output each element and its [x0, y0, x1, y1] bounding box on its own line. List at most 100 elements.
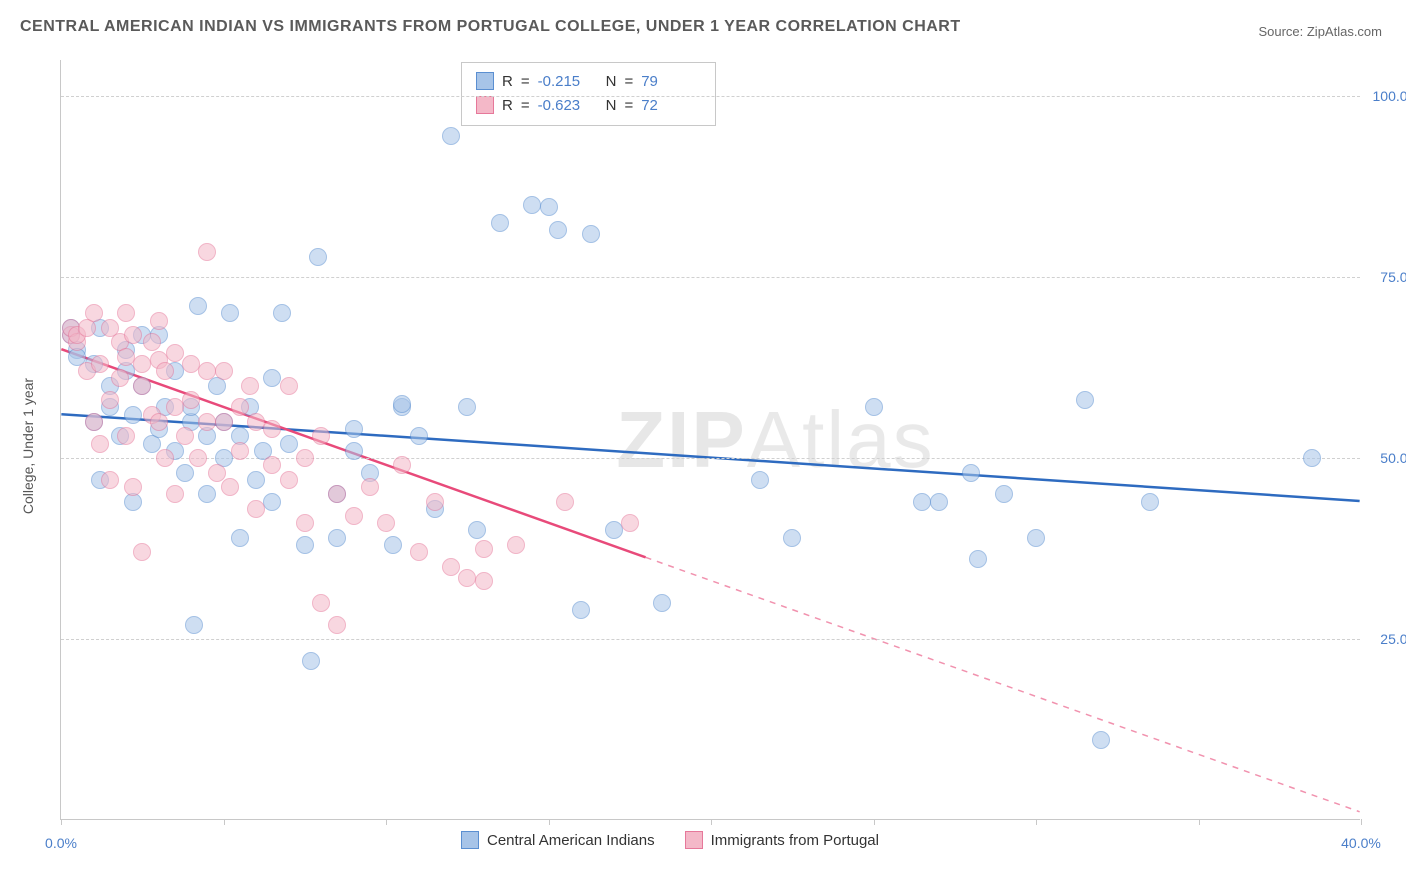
scatter-point [101, 391, 119, 409]
x-tick [386, 819, 387, 825]
scatter-point [582, 225, 600, 243]
scatter-point [150, 413, 168, 431]
scatter-point [124, 326, 142, 344]
scatter-point [182, 391, 200, 409]
eq-sign: = [624, 73, 633, 90]
scatter-point [263, 493, 281, 511]
gridline-h [61, 277, 1360, 278]
scatter-point [189, 449, 207, 467]
y-tick-label: 50.0% [1365, 450, 1406, 466]
eq-sign: = [624, 97, 633, 114]
x-tick-label: 0.0% [45, 835, 77, 851]
scatter-point [273, 304, 291, 322]
x-tick [874, 819, 875, 825]
bottom-legend: Central American Indians Immigrants from … [461, 831, 879, 849]
scatter-point [296, 449, 314, 467]
scatter-point [150, 312, 168, 330]
scatter-point [621, 514, 639, 532]
scatter-point [309, 248, 327, 266]
scatter-point [468, 521, 486, 539]
watermark-bold: ZIP [616, 395, 746, 484]
scatter-point [995, 485, 1013, 503]
scatter-point [507, 536, 525, 554]
watermark-thin: Atlas [747, 395, 935, 484]
scatter-point [426, 493, 444, 511]
x-tick [711, 819, 712, 825]
scatter-point [215, 362, 233, 380]
scatter-point [491, 214, 509, 232]
x-tick [224, 819, 225, 825]
scatter-point [523, 196, 541, 214]
scatter-point [475, 572, 493, 590]
scatter-point [215, 413, 233, 431]
scatter-point [280, 377, 298, 395]
eq-sign: = [521, 97, 530, 114]
scatter-point [111, 369, 129, 387]
scatter-point [263, 456, 281, 474]
scatter-point [962, 464, 980, 482]
scatter-point [345, 442, 363, 460]
scatter-point [751, 471, 769, 489]
x-tick-label: 40.0% [1341, 835, 1381, 851]
legend-swatch [461, 831, 479, 849]
scatter-point [1092, 731, 1110, 749]
scatter-plot-area: ZIPAtlas R=-0.215N=79R=-0.623N=72 Centra… [60, 60, 1360, 820]
gridline-h [61, 639, 1360, 640]
scatter-point [221, 304, 239, 322]
gridline-h [61, 458, 1360, 459]
scatter-point [124, 406, 142, 424]
x-tick [1199, 819, 1200, 825]
scatter-point [549, 221, 567, 239]
scatter-point [85, 413, 103, 431]
scatter-point [1027, 529, 1045, 547]
source-attribution: Source: ZipAtlas.com [1258, 24, 1382, 39]
legend-swatch [476, 96, 494, 114]
scatter-point [280, 471, 298, 489]
r-label: R [502, 73, 513, 90]
scatter-point [101, 471, 119, 489]
scatter-point [156, 449, 174, 467]
scatter-point [556, 493, 574, 511]
scatter-point [458, 398, 476, 416]
scatter-point [176, 464, 194, 482]
scatter-point [312, 594, 330, 612]
scatter-point [189, 297, 207, 315]
scatter-point [969, 550, 987, 568]
scatter-point [133, 355, 151, 373]
scatter-point [1303, 449, 1321, 467]
n-label: N [606, 97, 617, 114]
scatter-point [208, 464, 226, 482]
scatter-point [1076, 391, 1094, 409]
scatter-point [133, 377, 151, 395]
legend-label: Immigrants from Portugal [711, 832, 879, 849]
scatter-point [475, 540, 493, 558]
scatter-point [312, 427, 330, 445]
x-tick [1036, 819, 1037, 825]
scatter-point [133, 543, 151, 561]
scatter-point [176, 427, 194, 445]
scatter-point [231, 529, 249, 547]
y-tick-label: 100.0% [1365, 88, 1406, 104]
eq-sign: = [521, 73, 530, 90]
scatter-point [393, 456, 411, 474]
scatter-point [572, 601, 590, 619]
scatter-point [345, 420, 363, 438]
scatter-point [247, 471, 265, 489]
scatter-point [296, 514, 314, 532]
r-value: -0.623 [538, 97, 598, 114]
scatter-point [231, 442, 249, 460]
trend-lines-svg [61, 60, 1360, 819]
scatter-point [91, 435, 109, 453]
legend-label: Central American Indians [487, 832, 655, 849]
legend-swatch [476, 72, 494, 90]
scatter-point [156, 362, 174, 380]
scatter-point [280, 435, 298, 453]
scatter-point [393, 395, 411, 413]
scatter-point [345, 507, 363, 525]
scatter-point [653, 594, 671, 612]
scatter-point [166, 485, 184, 503]
stats-row: R=-0.215N=79 [476, 69, 701, 93]
y-tick-label: 25.0% [1365, 631, 1406, 647]
scatter-point [143, 333, 161, 351]
n-value: 72 [641, 97, 701, 114]
